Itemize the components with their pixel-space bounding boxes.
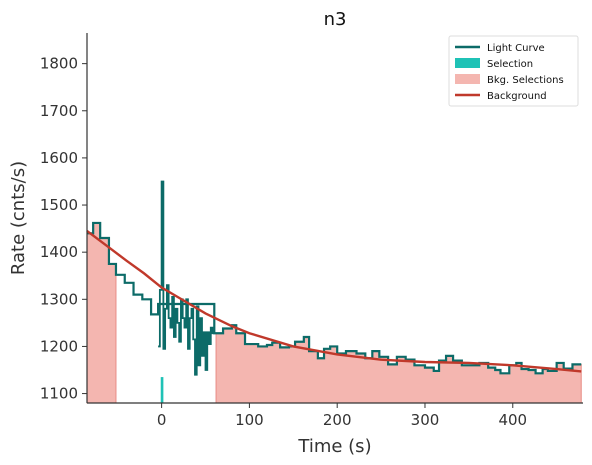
background-fit-layer bbox=[86, 230, 582, 373]
selection-layer bbox=[160, 377, 164, 403]
background-fit-line bbox=[86, 230, 582, 373]
x-tick-label: 400 bbox=[498, 411, 527, 429]
selection-region bbox=[160, 377, 164, 403]
x-ticks: 0 100 200 300 400 bbox=[157, 403, 527, 429]
plot-area bbox=[86, 180, 582, 404]
y-tick-label: 1200 bbox=[40, 337, 78, 355]
bkg-selection-region-2 bbox=[215, 324, 582, 404]
legend-label-3: Bkg. Selections bbox=[487, 75, 564, 86]
legend-frame bbox=[448, 35, 579, 107]
y-tick-label: 1700 bbox=[40, 102, 78, 120]
x-tick-label: 200 bbox=[323, 411, 352, 429]
chart-title: n3 bbox=[324, 9, 347, 30]
x-tick-label: 0 bbox=[157, 411, 167, 429]
y-tick-label: 1800 bbox=[40, 55, 78, 73]
legend-label-2: Selection bbox=[487, 59, 533, 70]
legend-swatch-3 bbox=[455, 74, 480, 84]
y-tick-label: 1600 bbox=[40, 149, 78, 167]
legend-label-4: Background bbox=[487, 91, 547, 102]
legend-swatch-2 bbox=[455, 58, 480, 68]
legend-label-1: Light Curve bbox=[487, 43, 545, 54]
y-ticks: 1100 1200 1300 1400 1500 1600 1700 1800 bbox=[40, 55, 87, 403]
y-tick-label: 1100 bbox=[40, 385, 78, 403]
y-tick-label: 1300 bbox=[40, 290, 78, 308]
x-axis-label: Time (s) bbox=[297, 436, 371, 457]
y-tick-label: 1500 bbox=[40, 196, 78, 214]
light-curve-fine bbox=[158, 180, 215, 376]
x-tick-label: 100 bbox=[235, 411, 264, 429]
light-curve-layer bbox=[87, 180, 582, 376]
y-tick-label: 1400 bbox=[40, 243, 78, 261]
y-axis-label: Rate (cnts/s) bbox=[8, 161, 29, 275]
x-tick-label: 300 bbox=[411, 411, 440, 429]
legend: Light Curve Selection Bkg. Selections Backg… bbox=[448, 35, 579, 107]
